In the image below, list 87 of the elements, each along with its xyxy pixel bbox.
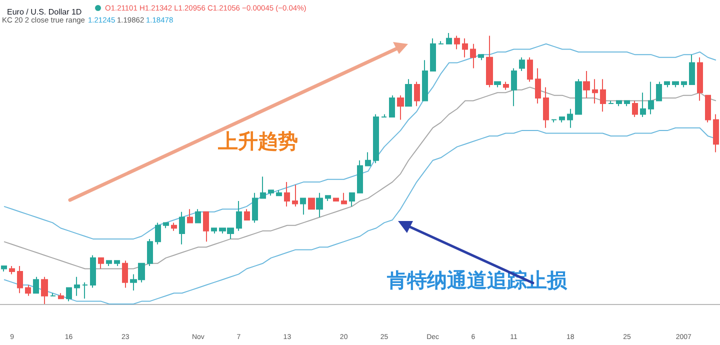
candlestick bbox=[672, 81, 679, 88]
annotation: 上升趋势 bbox=[217, 130, 298, 153]
candlestick bbox=[503, 81, 509, 90]
candlestick bbox=[155, 222, 161, 245]
candlestick bbox=[381, 114, 387, 118]
candlestick bbox=[284, 182, 290, 207]
candlestick bbox=[349, 192, 355, 207]
candlestick bbox=[462, 38, 468, 58]
candlestick bbox=[203, 211, 209, 242]
candlestick bbox=[559, 116, 565, 123]
candlestick bbox=[325, 195, 331, 202]
candlestick bbox=[527, 56, 533, 82]
candlestick bbox=[389, 94, 395, 118]
candlestick bbox=[260, 176, 266, 199]
candlestick bbox=[575, 78, 582, 115]
candlestick bbox=[511, 68, 517, 107]
candlestick bbox=[187, 208, 193, 224]
candlestick bbox=[478, 54, 484, 61]
candlestick bbox=[414, 81, 420, 107]
candlestick bbox=[656, 81, 662, 102]
candlestick bbox=[244, 208, 250, 220]
candlestick bbox=[486, 35, 493, 88]
candlestick bbox=[422, 60, 428, 102]
candlestick bbox=[640, 92, 646, 118]
candlestick bbox=[147, 238, 153, 267]
candlestick bbox=[454, 35, 460, 50]
candlestick bbox=[252, 192, 258, 224]
candlestick bbox=[9, 266, 15, 275]
candlestick bbox=[705, 94, 711, 123]
candlestick bbox=[316, 192, 323, 218]
candlestick bbox=[179, 211, 185, 245]
candlestick bbox=[25, 284, 31, 296]
candlestick bbox=[308, 198, 315, 210]
candlestick bbox=[171, 222, 177, 232]
candlestick bbox=[697, 56, 703, 102]
candlestick bbox=[41, 276, 48, 304]
candlestick bbox=[1, 266, 7, 272]
candlestick bbox=[470, 43, 476, 69]
candlestick bbox=[106, 260, 112, 267]
candlestick bbox=[405, 78, 412, 107]
chart-title: Euro / U.S. Dollar 1D bbox=[7, 8, 82, 16]
candlestick bbox=[268, 190, 274, 196]
candlestick bbox=[551, 119, 557, 123]
candlestick bbox=[664, 81, 670, 88]
candlestick bbox=[430, 38, 436, 72]
candlestick bbox=[341, 192, 347, 204]
candlestick bbox=[535, 68, 541, 104]
candlestick bbox=[17, 266, 23, 294]
candlestick bbox=[365, 152, 371, 166]
candlestick bbox=[583, 70, 590, 99]
candlestick bbox=[567, 108, 573, 128]
candlestick bbox=[90, 254, 96, 288]
candlestick bbox=[689, 54, 695, 85]
candlestick bbox=[543, 86, 549, 128]
candlestick bbox=[600, 78, 606, 112]
candlestick bbox=[494, 81, 501, 88]
candlestick bbox=[33, 276, 39, 294]
candlestick bbox=[373, 114, 379, 164]
candlestick bbox=[195, 208, 201, 224]
candlestick bbox=[236, 200, 242, 232]
candlestick bbox=[681, 81, 687, 88]
candlestick bbox=[333, 198, 339, 202]
candlestick bbox=[519, 56, 525, 72]
candlestick bbox=[114, 260, 120, 267]
candlestick bbox=[624, 100, 630, 107]
candlestick bbox=[74, 276, 80, 296]
candlestick bbox=[66, 287, 72, 302]
candlestick bbox=[163, 222, 169, 229]
candlestick bbox=[292, 184, 298, 207]
candlestick bbox=[592, 78, 598, 104]
candlestick bbox=[632, 100, 638, 118]
candlestick bbox=[446, 32, 452, 44]
candlestick bbox=[300, 198, 306, 216]
candlestick bbox=[608, 100, 614, 104]
candlestick bbox=[276, 190, 282, 196]
candlestick bbox=[50, 292, 56, 296]
candlestick bbox=[713, 114, 719, 153]
candlestick bbox=[211, 228, 217, 234]
candlestick bbox=[648, 81, 654, 115]
candlestick bbox=[397, 94, 404, 120]
candlestick bbox=[122, 260, 128, 288]
candlestick bbox=[438, 40, 444, 44]
candlestick bbox=[616, 100, 622, 107]
candlestick bbox=[58, 292, 64, 300]
candlestick bbox=[98, 257, 104, 270]
candlestick bbox=[82, 282, 88, 300]
candlestick bbox=[357, 160, 363, 194]
